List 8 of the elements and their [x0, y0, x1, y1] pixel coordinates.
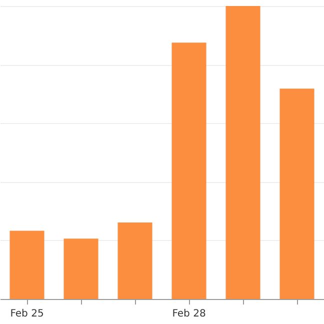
- bar: [172, 42, 206, 299]
- bar: [10, 230, 44, 299]
- bar: [280, 88, 314, 299]
- bar: [226, 6, 260, 299]
- x-tick-label: Feb 25: [10, 308, 44, 320]
- bar: [118, 222, 152, 299]
- x-tick-label: Feb 28: [172, 308, 206, 320]
- bar: [64, 238, 98, 299]
